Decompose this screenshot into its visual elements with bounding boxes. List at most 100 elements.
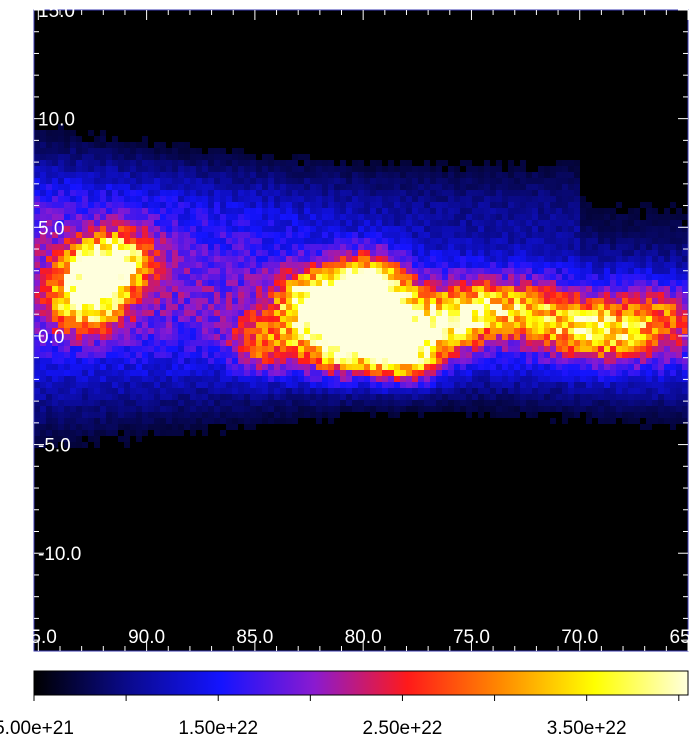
- heatmap-cell: [484, 322, 490, 328]
- heatmap-cell: [610, 226, 616, 232]
- heatmap-cell: [526, 226, 532, 232]
- heatmap-cell: [544, 322, 550, 328]
- heatmap-cell: [160, 238, 166, 244]
- heatmap-cell: [64, 274, 70, 280]
- heatmap-cell: [58, 436, 64, 442]
- heatmap-cell: [184, 268, 190, 274]
- heatmap-cell: [430, 334, 436, 340]
- heatmap-cell: [82, 148, 88, 154]
- heatmap-cell: [46, 424, 52, 430]
- heatmap-cell: [136, 388, 142, 394]
- heatmap-cell: [646, 292, 652, 298]
- heatmap-cell: [34, 394, 40, 400]
- heatmap-cell: [472, 268, 478, 274]
- heatmap-cell: [496, 292, 502, 298]
- heatmap-cell: [370, 328, 376, 334]
- heatmap-cell: [484, 238, 490, 244]
- heatmap-cell: [340, 334, 346, 340]
- heatmap-cell: [358, 382, 364, 388]
- heatmap-cell: [454, 364, 460, 370]
- heatmap-cell: [316, 418, 322, 424]
- heatmap-cell: [172, 424, 178, 430]
- heatmap-cell: [310, 256, 316, 262]
- heatmap-cell: [76, 208, 82, 214]
- heatmap-cell: [418, 412, 424, 418]
- heatmap-cell: [622, 382, 628, 388]
- heatmap-cell: [298, 406, 304, 412]
- heatmap-cell: [322, 412, 328, 418]
- heatmap-cell: [634, 418, 640, 424]
- heatmap-cell: [100, 376, 106, 382]
- heatmap-cell: [370, 304, 376, 310]
- heatmap-cell: [136, 370, 142, 376]
- heatmap-cell: [358, 202, 364, 208]
- heatmap-cell: [256, 190, 262, 196]
- heatmap-cell: [436, 166, 442, 172]
- heatmap-cell: [490, 328, 496, 334]
- heatmap-cell: [568, 334, 574, 340]
- heatmap-cell: [556, 382, 562, 388]
- heatmap-cell: [502, 172, 508, 178]
- heatmap-cell: [514, 262, 520, 268]
- heatmap-cell: [34, 160, 40, 166]
- heatmap-cell: [442, 352, 448, 358]
- heatmap-cell: [658, 238, 664, 244]
- heatmap-cell: [670, 316, 676, 322]
- heatmap-cell: [520, 328, 526, 334]
- heatmap-cell: [496, 310, 502, 316]
- heatmap-cell: [502, 214, 508, 220]
- heatmap-cell: [454, 292, 460, 298]
- heatmap-cell: [130, 292, 136, 298]
- heatmap-cell: [376, 316, 382, 322]
- heatmap-cell: [496, 406, 502, 412]
- heatmap-cell: [334, 328, 340, 334]
- heatmap-cell: [382, 358, 388, 364]
- heatmap-cell: [208, 346, 214, 352]
- heatmap-cell: [682, 262, 688, 268]
- heatmap-cell: [400, 364, 406, 370]
- heatmap-cell: [418, 256, 424, 262]
- heatmap-cell: [352, 292, 358, 298]
- heatmap-cell: [448, 244, 454, 250]
- heatmap-cell: [196, 160, 202, 166]
- heatmap-cell: [466, 172, 472, 178]
- heatmap-cell: [184, 352, 190, 358]
- heatmap-cell: [520, 268, 526, 274]
- heatmap-cell: [286, 376, 292, 382]
- heatmap-cell: [280, 274, 286, 280]
- heatmap-cell: [514, 412, 520, 418]
- heatmap-cell: [412, 382, 418, 388]
- heatmap-cell: [244, 316, 250, 322]
- heatmap-cell: [388, 166, 394, 172]
- heatmap-cell: [172, 388, 178, 394]
- heatmap-cell: [310, 226, 316, 232]
- heatmap-cell: [100, 346, 106, 352]
- heatmap-cell: [604, 286, 610, 292]
- heatmap-cell: [292, 208, 298, 214]
- heatmap-cell: [562, 292, 568, 298]
- heatmap-cell: [460, 184, 466, 190]
- heatmap-cell: [292, 358, 298, 364]
- heatmap-cell: [604, 388, 610, 394]
- heatmap-cell: [334, 232, 340, 238]
- heatmap-cell: [40, 172, 46, 178]
- heatmap-cell: [574, 400, 580, 406]
- heatmap-cell: [46, 208, 52, 214]
- heatmap-cell: [496, 208, 502, 214]
- heatmap-cell: [226, 388, 232, 394]
- heatmap-cell: [34, 196, 40, 202]
- heatmap-cell: [406, 334, 412, 340]
- heatmap-cell: [166, 172, 172, 178]
- heatmap-cell: [370, 238, 376, 244]
- heatmap-cell: [670, 250, 676, 256]
- heatmap-cell: [112, 424, 118, 430]
- heatmap-cell: [628, 412, 634, 418]
- heatmap-cell: [664, 412, 670, 418]
- heatmap-cell: [628, 238, 634, 244]
- heatmap-cell: [304, 412, 310, 418]
- heatmap-cell: [436, 340, 442, 346]
- heatmap-cell: [616, 238, 622, 244]
- heatmap-cell: [682, 316, 688, 322]
- heatmap-cell: [436, 406, 442, 412]
- heatmap-cell: [670, 364, 676, 370]
